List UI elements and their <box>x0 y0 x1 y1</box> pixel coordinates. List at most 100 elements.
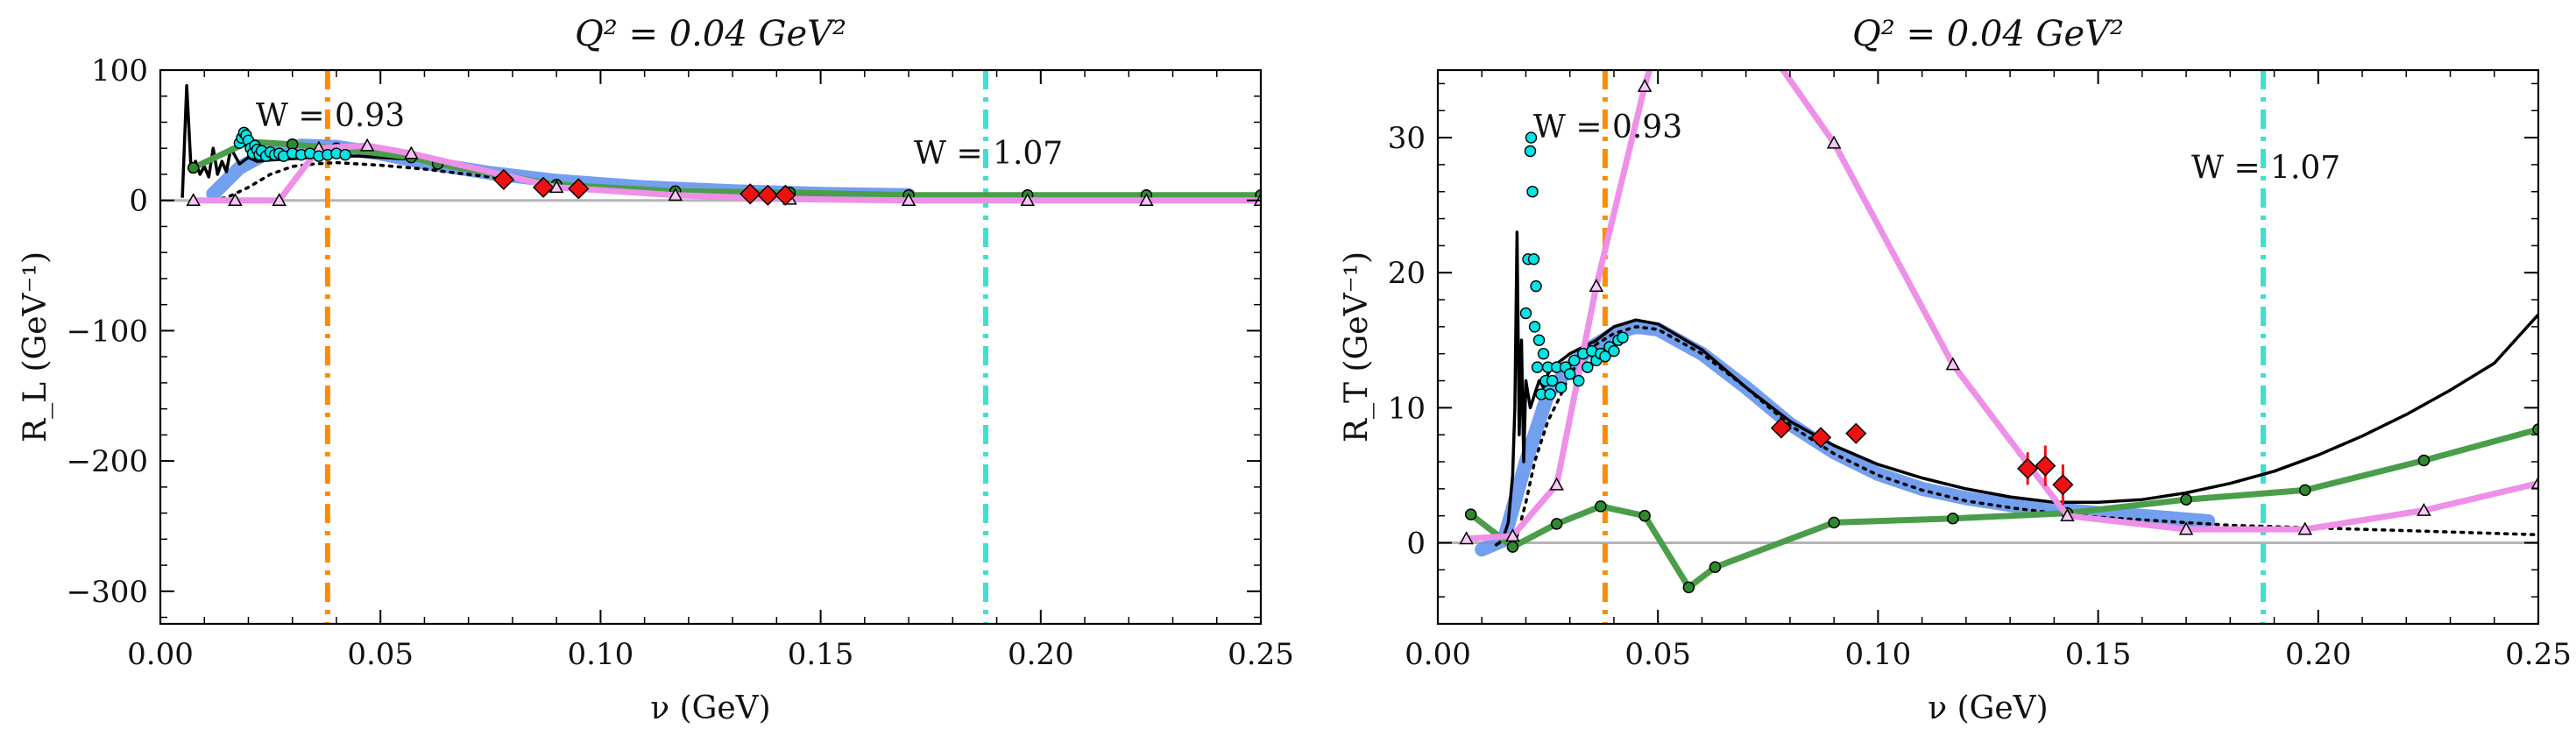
tick-labels: 0.00 0.05 0.10 0.15 0.20 0.25 0 10 20 30 <box>1388 121 2572 672</box>
x-tick-label: 0.10 <box>568 637 634 672</box>
model-curve-line <box>1494 230 2538 548</box>
cyan-data-point <box>1582 361 1594 373</box>
x-tick-label: 0.05 <box>1624 637 1691 672</box>
y-tick-label: 0 <box>129 184 148 219</box>
violet-triangle-point <box>1505 528 1520 542</box>
cyan-data-point <box>1531 361 1544 373</box>
violet-triangle-point <box>1945 357 1961 371</box>
green-point <box>2417 454 2431 467</box>
violet-triangle-point <box>404 145 419 159</box>
green-point <box>1709 561 1722 574</box>
y-tick-label: 10 <box>1388 391 1426 426</box>
data-series <box>1459 70 2538 594</box>
violet-triangle-point <box>2297 521 2313 535</box>
red-diamond-point <box>757 184 779 206</box>
red-diamond-point <box>1845 422 1867 444</box>
green-point <box>187 161 200 174</box>
green-point <box>1595 500 1607 513</box>
axis-ticks <box>159 69 1262 624</box>
y-tick-label: −200 <box>67 444 148 479</box>
y-tick-label: −100 <box>67 314 148 349</box>
green-point <box>1464 508 1477 520</box>
x-tick-label: 0.15 <box>788 637 854 672</box>
cyan-data-point <box>1564 368 1576 380</box>
green-point <box>2180 493 2192 506</box>
tick-labels: 0.00 0.05 0.10 0.15 0.20 0.25 −300 −200 −100 0 100 <box>67 53 1294 672</box>
y-axis-label: R_L (GeV⁻¹) <box>18 251 53 442</box>
green-point <box>1947 513 1959 525</box>
x-tick-label: 0.00 <box>127 637 194 672</box>
cyan-data-point <box>1525 131 1538 144</box>
violet-triangle-point <box>186 193 201 207</box>
violet-triangle-point <box>228 193 243 207</box>
cyan-data-point <box>1544 388 1556 400</box>
y-axis-label: R_T (GeV⁻¹) <box>1339 251 1375 442</box>
x-tick-label: 0.10 <box>1845 637 1912 672</box>
green-series-line <box>1468 426 2538 591</box>
x-tick-label: 0.25 <box>1228 637 1294 672</box>
cyan-data-point <box>1617 331 1629 343</box>
red-diamond-point <box>1810 427 1832 449</box>
threshold-label: W = 1.07 <box>914 136 1063 172</box>
red-diamond-point <box>533 176 555 198</box>
threshold-labels: W = 0.93 W = 1.07 <box>1533 110 2340 186</box>
x-tick-label: 0.15 <box>2065 637 2132 672</box>
cyan-data-point <box>1519 307 1532 320</box>
green-point <box>2532 423 2538 435</box>
x-tick-label: 0.20 <box>1008 637 1074 672</box>
violet-triangle-point <box>2060 508 2075 522</box>
y-tick-label: −300 <box>67 575 148 610</box>
violet-series-line <box>1466 70 2538 542</box>
cyan-data-point <box>1524 145 1537 158</box>
y-tick-label: 30 <box>1388 121 1426 156</box>
green-point <box>1828 516 1840 529</box>
threshold-labels: W = 0.93 W = 1.07 <box>256 98 1063 172</box>
panel-left: Q² = 0.04 GeV² ν (GeV) R_L (GeV⁻¹) 0.00 0… <box>18 14 1294 726</box>
x-tick-label: 0.00 <box>1405 637 1471 672</box>
violet-triangle-point <box>668 188 683 202</box>
violet-triangle-point <box>1826 135 1842 149</box>
violet-triangle-point <box>359 138 375 152</box>
cyan-data-point <box>1568 354 1581 367</box>
violet-triangle-point <box>1139 193 1154 207</box>
violet-triangle-point <box>1020 193 1036 207</box>
y-tick-label: 0 <box>1406 527 1426 562</box>
red-diamond-point <box>775 184 796 206</box>
y-tick-label: 100 <box>91 53 148 88</box>
panel-right: Q² = 0.04 GeV² ν (GeV) R_T (GeV⁻¹) 0.00 0… <box>1339 14 2572 726</box>
cyan-data-point <box>1526 186 1539 198</box>
green-point <box>1506 541 1519 553</box>
red-diamond-point <box>2052 474 2074 496</box>
threshold-label: W = 0.93 <box>1533 110 1682 145</box>
green-point <box>1682 581 1695 594</box>
cyan-data-point <box>1527 253 1540 265</box>
x-tick-label: 0.20 <box>2285 637 2352 672</box>
green-point <box>1550 518 1563 530</box>
x-tick-label: 0.05 <box>347 637 414 672</box>
x-tick-label: 0.25 <box>2505 637 2572 672</box>
red-diamond-point <box>1770 417 1792 439</box>
violet-triangle-point <box>2417 502 2431 516</box>
cyan-data-point <box>1608 344 1620 357</box>
cyan-data-point <box>1530 280 1542 293</box>
violet-triangle-point <box>901 193 916 207</box>
cyan-data-point <box>1537 348 1550 360</box>
x-axis-label: ν (GeV) <box>650 690 770 726</box>
y-tick-label: 20 <box>1388 256 1426 291</box>
chart-title: Q² = 0.04 GeV² <box>1852 14 2124 54</box>
violet-triangle-point <box>2178 521 2194 535</box>
threshold-label: W = 0.93 <box>256 98 405 134</box>
green-point <box>2298 484 2311 497</box>
red-diamond-point <box>2035 455 2056 477</box>
violet-triangle-point <box>1549 477 1564 491</box>
violet-triangle-point <box>1589 279 1604 292</box>
cyan-data-point <box>1546 374 1559 387</box>
cyan-data-point <box>339 148 351 161</box>
red-diamond-point <box>740 183 761 205</box>
plot-frame <box>1436 68 2540 626</box>
data-series <box>180 84 1261 207</box>
threshold-label: W = 1.07 <box>2191 150 2340 186</box>
violet-triangle-point <box>1637 78 1652 92</box>
violet-triangle-point <box>272 193 287 207</box>
